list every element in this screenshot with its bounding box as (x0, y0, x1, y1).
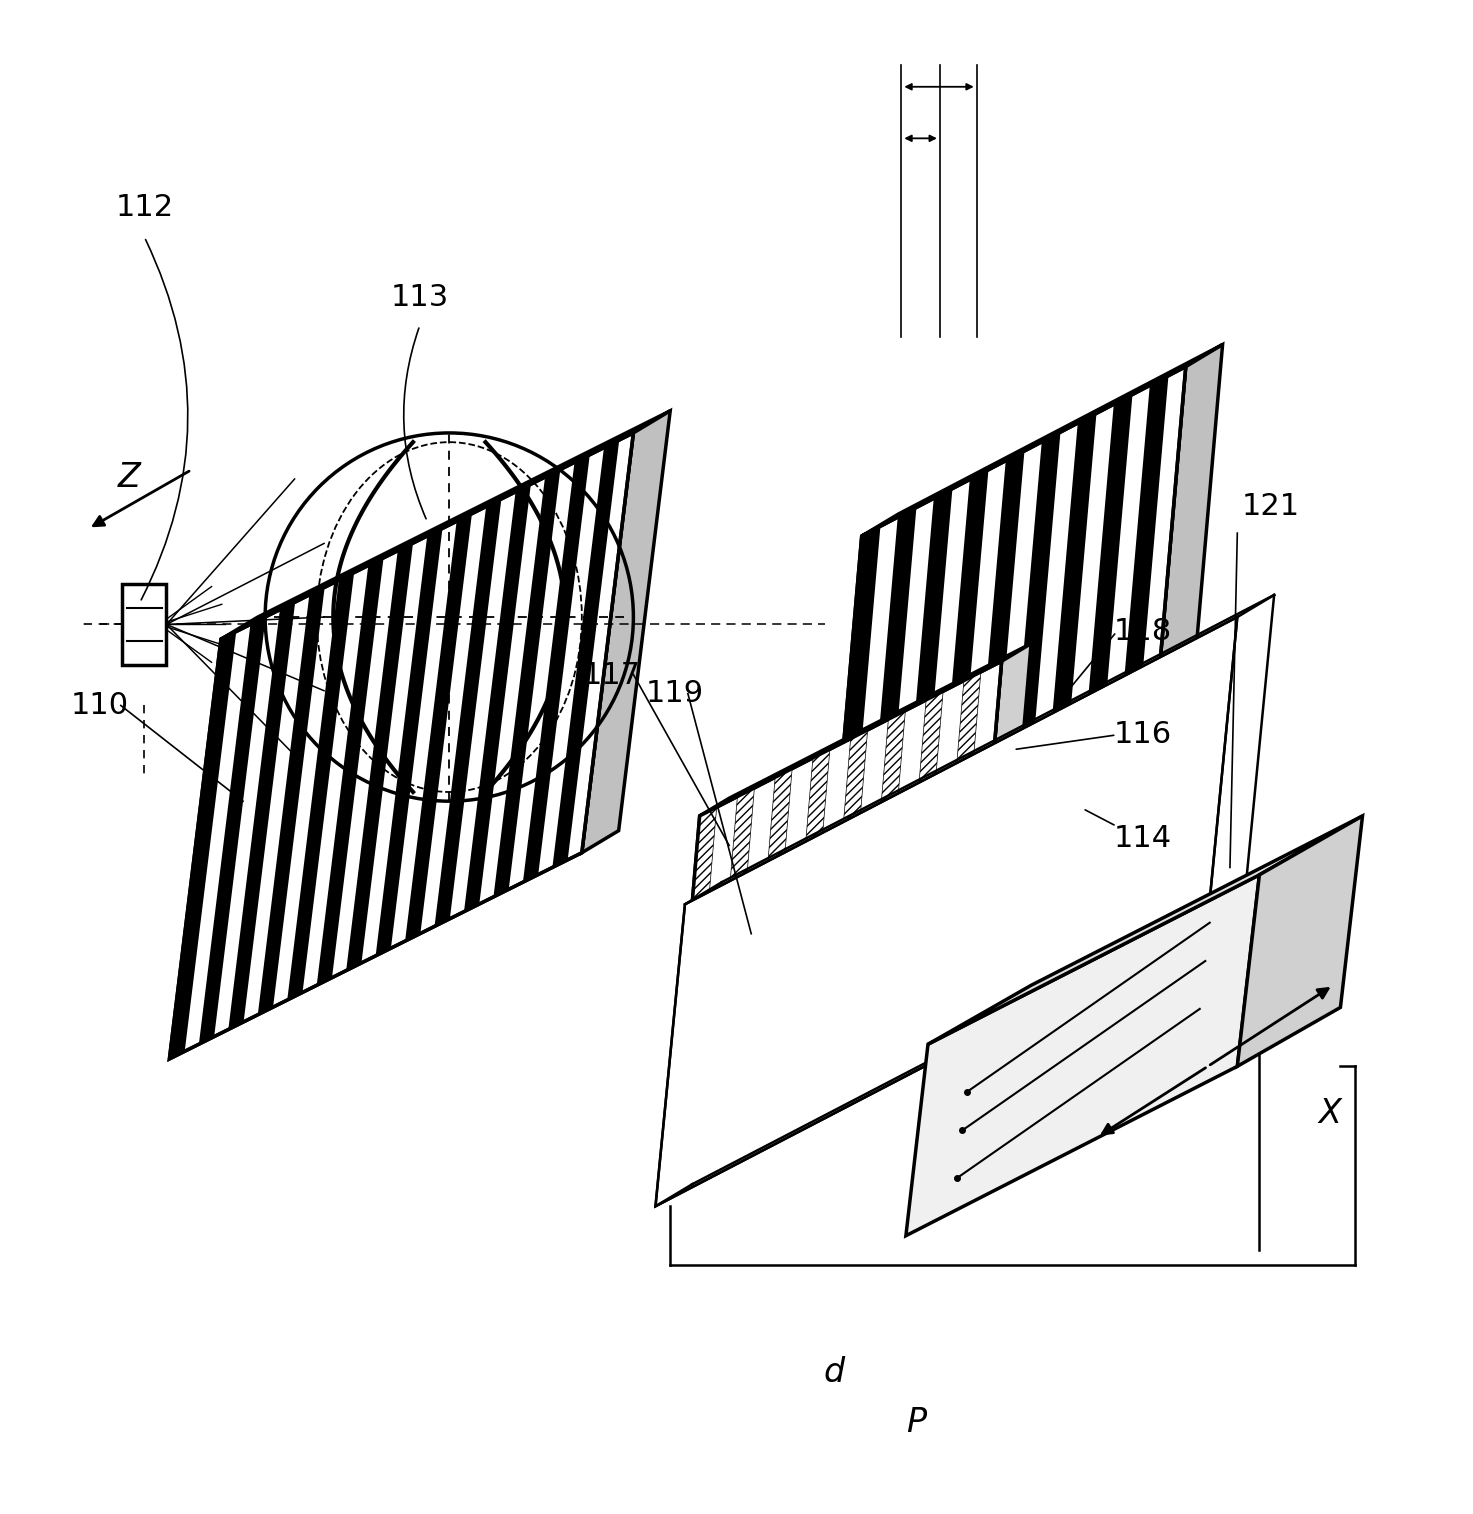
Polygon shape (582, 410, 670, 852)
Text: 110: 110 (71, 690, 130, 721)
Text: 116: 116 (1114, 721, 1171, 749)
Text: X: X (1318, 1098, 1342, 1129)
Polygon shape (655, 618, 1237, 1207)
Text: 118: 118 (1114, 618, 1173, 646)
Polygon shape (716, 787, 754, 1054)
Polygon shape (405, 513, 471, 942)
Polygon shape (287, 572, 354, 1001)
Polygon shape (753, 769, 792, 1036)
Polygon shape (700, 643, 1031, 816)
Polygon shape (1237, 816, 1363, 1066)
Polygon shape (1156, 345, 1223, 706)
Polygon shape (376, 528, 442, 955)
Polygon shape (493, 469, 560, 896)
Polygon shape (928, 816, 1363, 1045)
Polygon shape (940, 469, 988, 819)
Polygon shape (832, 527, 881, 875)
Polygon shape (977, 451, 1024, 799)
Text: 121: 121 (1242, 492, 1299, 521)
Polygon shape (169, 433, 633, 1058)
Polygon shape (258, 587, 324, 1014)
Polygon shape (862, 345, 1223, 536)
Polygon shape (678, 807, 717, 1073)
Polygon shape (552, 441, 619, 868)
Text: Z: Z (118, 460, 141, 494)
Polygon shape (868, 507, 916, 855)
Polygon shape (317, 557, 383, 986)
Polygon shape (1012, 431, 1061, 781)
Polygon shape (1084, 395, 1133, 743)
Polygon shape (169, 631, 236, 1058)
Polygon shape (980, 643, 1031, 919)
Polygon shape (832, 366, 1186, 875)
Polygon shape (791, 749, 829, 1016)
Polygon shape (228, 603, 295, 1030)
Polygon shape (1049, 413, 1096, 762)
Polygon shape (904, 489, 953, 837)
Polygon shape (199, 616, 265, 1045)
Polygon shape (523, 454, 589, 883)
Polygon shape (828, 730, 868, 996)
Text: P: P (906, 1407, 927, 1440)
Text: 113: 113 (390, 283, 449, 312)
Polygon shape (678, 662, 1002, 1073)
Text: 114: 114 (1114, 824, 1171, 852)
Text: 119: 119 (645, 680, 704, 709)
Polygon shape (464, 484, 530, 911)
Polygon shape (866, 710, 906, 977)
Text: 112: 112 (115, 194, 174, 223)
Polygon shape (122, 584, 166, 665)
Text: 117: 117 (582, 662, 641, 690)
Polygon shape (904, 692, 943, 958)
Polygon shape (346, 544, 412, 970)
Text: d: d (823, 1357, 844, 1390)
Polygon shape (906, 875, 1259, 1235)
Polygon shape (941, 672, 981, 939)
Polygon shape (435, 500, 501, 927)
Polygon shape (221, 410, 670, 639)
Polygon shape (1121, 375, 1168, 724)
